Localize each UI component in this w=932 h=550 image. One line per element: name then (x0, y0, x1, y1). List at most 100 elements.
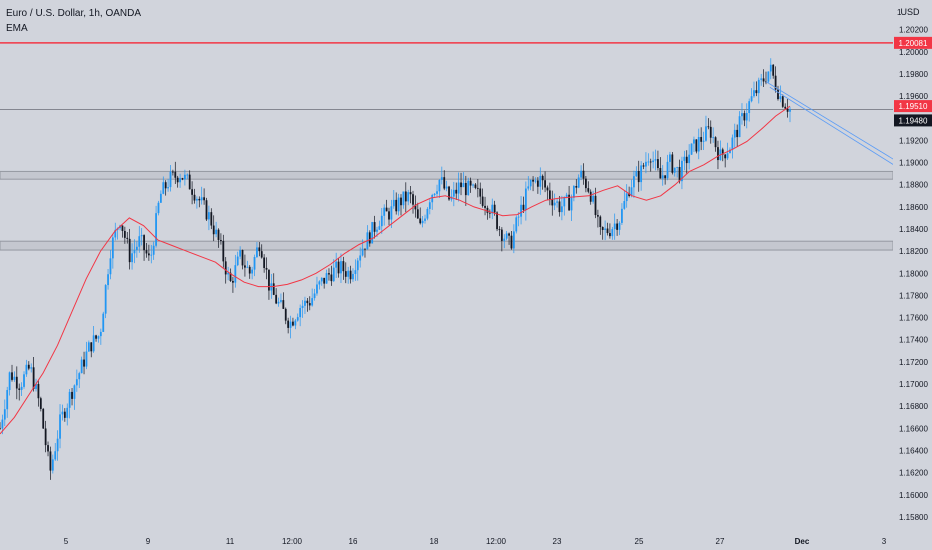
y-tick-label: 1.18600 (899, 203, 928, 212)
candle-body (669, 154, 671, 162)
candle-body (633, 176, 635, 188)
candle-body (289, 321, 292, 328)
candle-body (47, 445, 49, 452)
y-tick-label: 1.17000 (899, 380, 928, 389)
candle-body (104, 285, 107, 314)
y-tick-label: 1.16200 (899, 469, 928, 478)
candle-body (354, 270, 357, 274)
candle-body (738, 116, 741, 138)
candle-body (18, 388, 21, 390)
candle-body (87, 342, 90, 352)
candle-body (609, 233, 611, 237)
candle-body (657, 159, 659, 169)
candle-body (328, 273, 330, 275)
candle-body (368, 232, 371, 244)
candle-body (325, 273, 328, 284)
candle-body (3, 409, 6, 420)
support-zone-0 (0, 170, 894, 180)
candle-body (6, 390, 9, 410)
candle-body (717, 147, 719, 161)
candle-body (553, 202, 556, 206)
candle-body (613, 223, 616, 230)
candle-body (268, 269, 270, 291)
candle-body (616, 223, 619, 230)
candle-body (584, 178, 587, 189)
candle-body (529, 179, 532, 187)
candle-body (208, 212, 210, 220)
candle-body (505, 233, 508, 239)
support-zone-1 (0, 240, 894, 251)
candle-body (630, 187, 633, 197)
candle-body (123, 230, 126, 238)
y-tick-label: 1.19200 (899, 136, 928, 145)
candle-body (455, 189, 458, 194)
candle-body (685, 156, 688, 164)
candle-body (179, 178, 181, 183)
candle-body (296, 317, 299, 321)
candle-body (183, 174, 186, 180)
candle-body (512, 231, 515, 249)
chart-legend: Euro / U.S. Dollar, 1h, OANDA EMA (6, 6, 141, 36)
candle-body (114, 229, 117, 238)
candle-body (133, 250, 136, 254)
indicator-label[interactable]: EMA (6, 23, 28, 34)
candle-body (623, 201, 626, 209)
candle-body (484, 205, 486, 208)
currency-label: USD (900, 7, 920, 17)
candle-body (195, 198, 198, 201)
candle-body (227, 272, 230, 275)
candle-body (150, 254, 153, 256)
candle-body (681, 160, 683, 182)
y-tick-label: 1.20000 (899, 48, 928, 57)
candle-body (772, 64, 775, 76)
candle-body (20, 386, 23, 390)
candle-body (741, 113, 743, 117)
candle-body (469, 180, 472, 186)
candle-body (652, 160, 655, 163)
candle-body (15, 376, 18, 389)
symbol-title[interactable]: Euro / U.S. Dollar, 1h, OANDA (6, 8, 142, 19)
candle-body (174, 171, 177, 178)
candle-body (376, 229, 378, 232)
candle-body (284, 308, 287, 321)
candle-body (364, 248, 366, 250)
candle-body (155, 213, 157, 246)
candle-body (253, 257, 256, 270)
candle-body (54, 451, 57, 460)
candle-body (522, 204, 525, 210)
candle-body (188, 174, 191, 190)
candle-body (44, 428, 47, 446)
candle-body (335, 261, 338, 268)
candle-body (532, 179, 534, 182)
x-tick-label: 18 (430, 537, 439, 546)
candle-body (510, 235, 513, 249)
candle-body (217, 229, 220, 240)
candle-body (121, 225, 124, 231)
candle-body (647, 161, 650, 163)
candle-body (671, 154, 674, 173)
candle-body (25, 364, 28, 375)
candle-body (659, 168, 662, 179)
candle-body (762, 78, 765, 82)
x-tick-label: 23 (553, 537, 562, 546)
candle-body (769, 64, 772, 72)
candle-body (400, 197, 402, 206)
candle-body (145, 250, 148, 254)
candle-body (673, 167, 676, 173)
candle-body (789, 109, 791, 112)
candle-body (731, 137, 734, 150)
candle-body (448, 186, 450, 200)
candle-body (618, 222, 621, 230)
candle-body (486, 207, 489, 213)
trendline-0 (769, 86, 900, 169)
candle-body (138, 236, 141, 247)
candle-body (277, 301, 280, 304)
candle-body (167, 187, 169, 189)
candle-body (56, 438, 59, 452)
candle-body (621, 208, 623, 223)
candle-body (736, 129, 739, 138)
candle-body (380, 215, 383, 227)
candle-body (42, 408, 45, 429)
candle-body (272, 283, 275, 295)
